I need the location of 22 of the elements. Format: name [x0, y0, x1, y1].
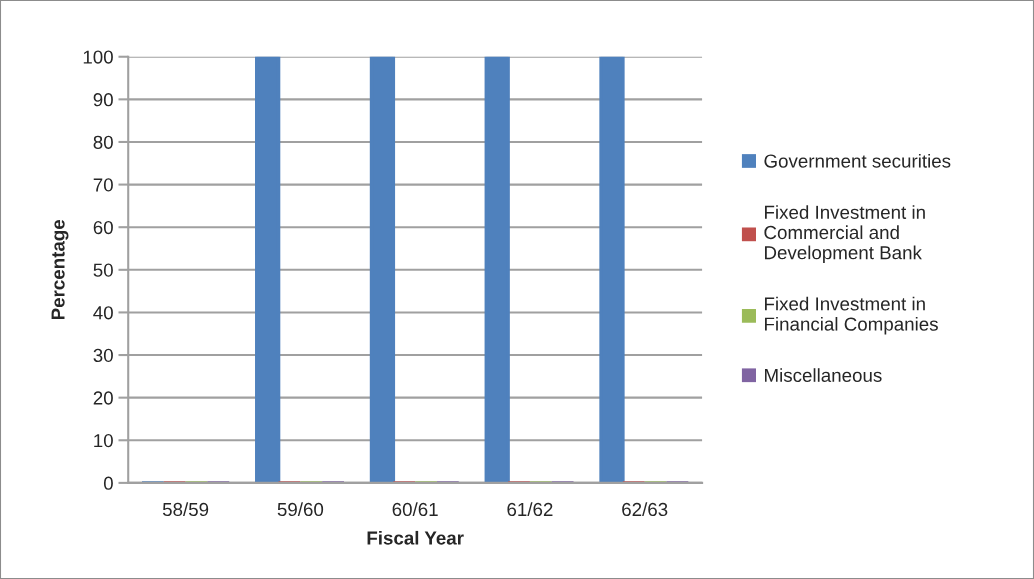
y-tick-label: 30 [93, 348, 113, 363]
x-tick-label: 62/63 [622, 502, 668, 517]
legend-label: Miscellaneous [765, 368, 882, 382]
y-tick-label: 100 [83, 50, 113, 64]
legend-label: Government securities [764, 153, 951, 168]
x-tick-label: 58/59 [162, 502, 209, 517]
y-tick-label: 80 [93, 135, 113, 149]
y-tick-label: 10 [94, 433, 113, 448]
x-tick-label: 59/60 [277, 502, 324, 517]
y-axis-title: Percentage [51, 219, 69, 320]
y-tick-label: 90 [93, 93, 113, 107]
y-tick-label: 60 [93, 220, 113, 235]
y-tick-label: 20 [93, 391, 113, 405]
legend-label: Fixed Investment in Financial Companies [765, 296, 938, 335]
y-tick-label: 50 [93, 263, 113, 277]
y-tick-label: 40 [93, 306, 113, 320]
x-axis-title: Fiscal Year [367, 530, 464, 545]
legend-label: Fixed Investment in Commercial and Development Bank [764, 205, 925, 264]
y-tick-label: 0 [103, 476, 113, 490]
x-tick-label: 61/62 [507, 502, 553, 517]
y-tick-label: 70 [93, 178, 113, 192]
x-tick-label: 60/61 [392, 502, 438, 517]
